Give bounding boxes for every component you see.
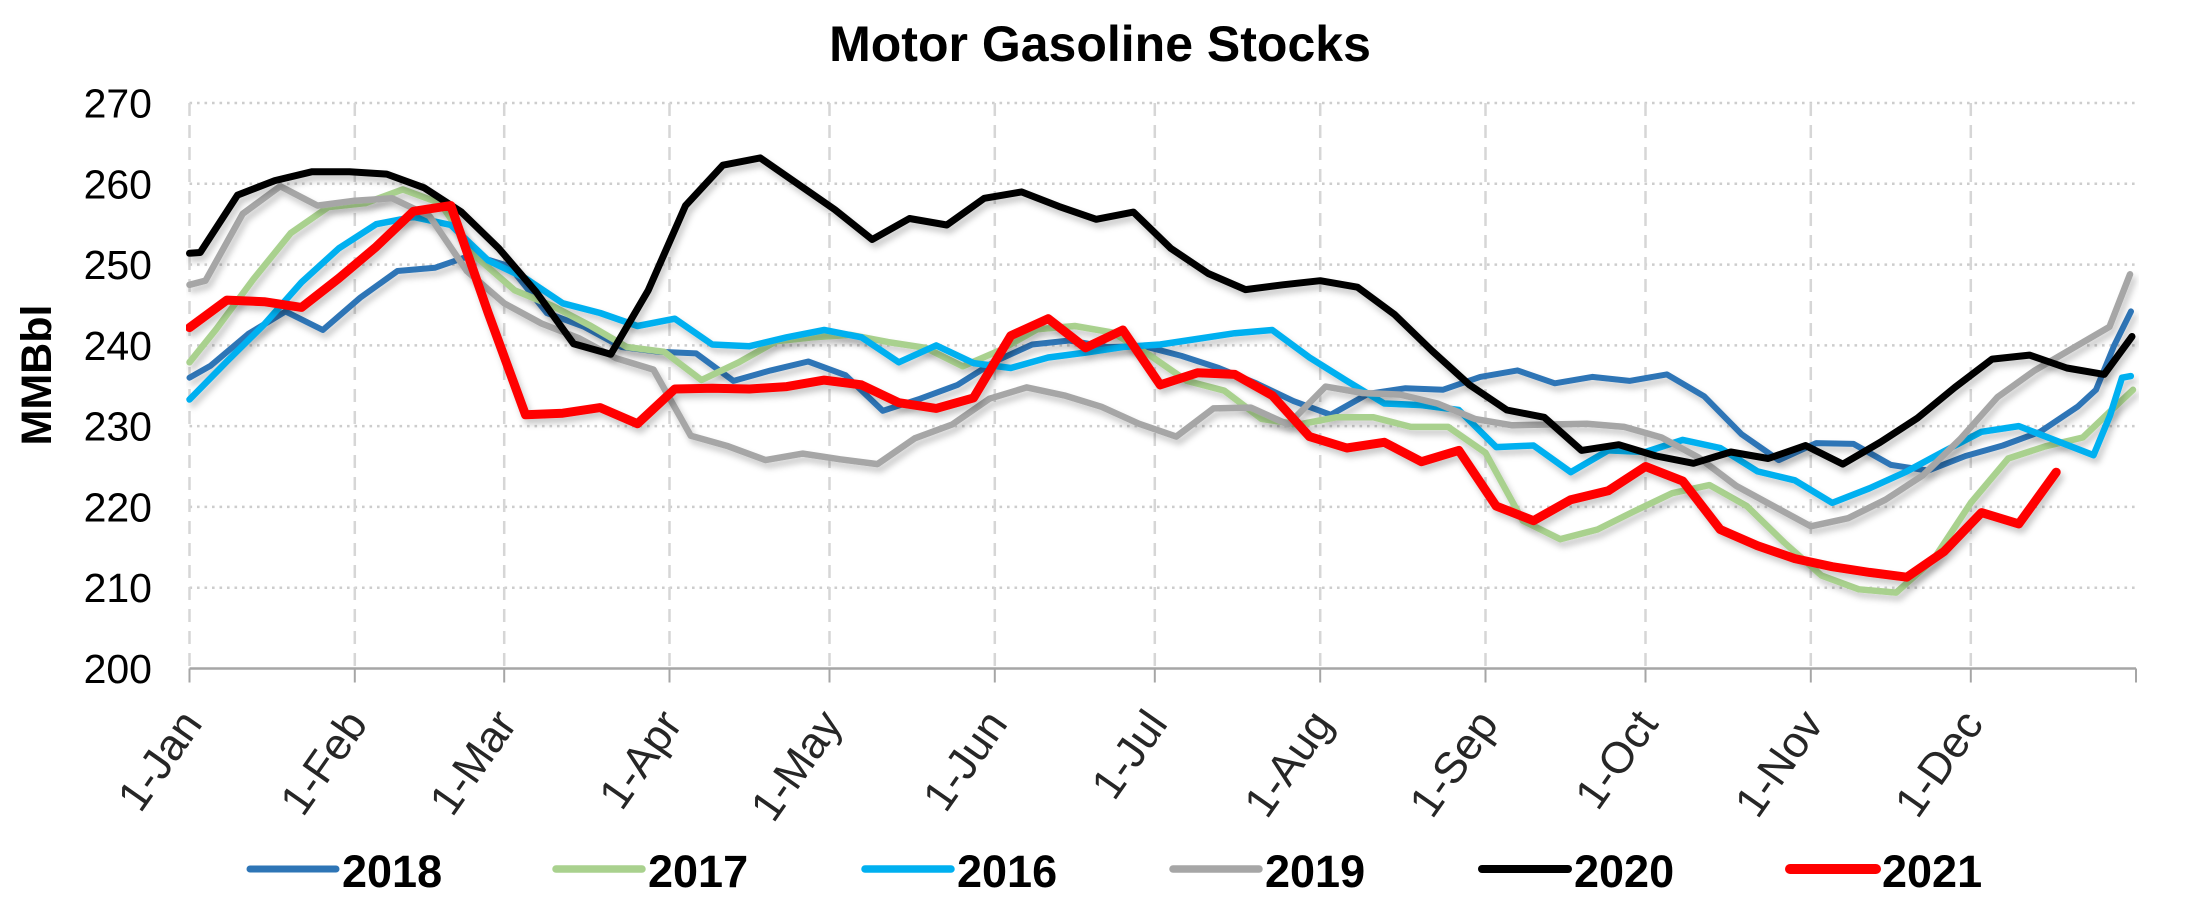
svg-text:MMBbl: MMBbl <box>13 305 61 446</box>
svg-text:220: 220 <box>84 484 152 530</box>
svg-text:2021: 2021 <box>1882 846 1982 897</box>
svg-text:210: 210 <box>84 565 152 611</box>
svg-text:240: 240 <box>84 323 152 369</box>
svg-text:250: 250 <box>84 242 152 288</box>
svg-text:2017: 2017 <box>648 846 748 897</box>
svg-text:2016: 2016 <box>957 846 1057 897</box>
svg-text:2019: 2019 <box>1265 846 1365 897</box>
svg-text:270: 270 <box>84 81 152 127</box>
svg-text:230: 230 <box>84 404 152 450</box>
svg-text:260: 260 <box>84 161 152 207</box>
svg-text:Motor Gasoline Stocks: Motor Gasoline Stocks <box>829 16 1371 72</box>
svg-text:2018: 2018 <box>342 846 442 897</box>
svg-text:2020: 2020 <box>1574 846 1674 897</box>
svg-text:200: 200 <box>84 646 152 692</box>
